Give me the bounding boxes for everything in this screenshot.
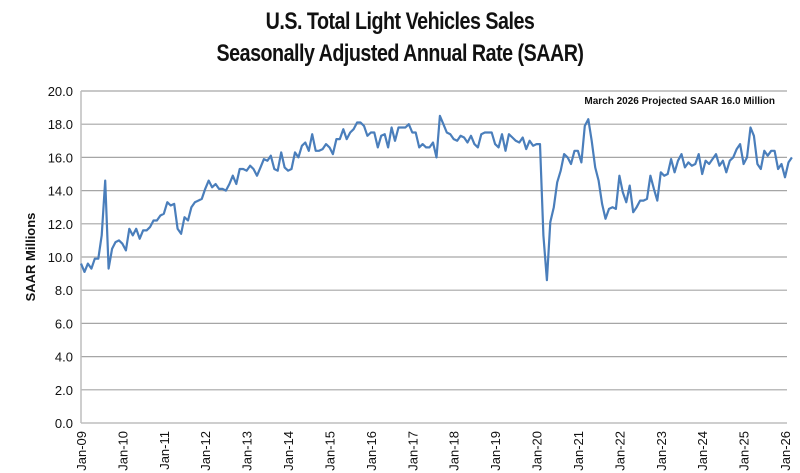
x-tick-label: Jan-16 xyxy=(364,431,379,471)
x-tick-label: Jan-23 xyxy=(654,431,669,471)
x-tick-label: Jan-19 xyxy=(488,431,503,471)
x-tick-label: Jan-10 xyxy=(115,431,130,471)
y-axis-title: SAAR Millions xyxy=(23,213,38,302)
x-tick-label: Jan-15 xyxy=(322,431,337,471)
x-tick-label: Jan-22 xyxy=(612,431,627,471)
series-group xyxy=(79,114,793,282)
x-tick-label: Jan-14 xyxy=(281,431,296,471)
chart-title-block: U.S. Total Light Vehicles Sales Seasonal… xyxy=(0,6,800,70)
y-tick-label: 12.0 xyxy=(48,217,73,232)
x-tick-label: Jan-20 xyxy=(530,431,545,471)
x-tick-label: Jan-21 xyxy=(571,431,586,471)
x-tick-label: Jan-12 xyxy=(198,431,213,471)
y-tick-label: 20.0 xyxy=(48,84,73,99)
y-tick-label: 4.0 xyxy=(55,350,73,365)
y-tick-label: 16.0 xyxy=(48,150,73,165)
x-axis-ticks: Jan-09 Jan-10 Jan-11 Jan-12 Jan-13 Jan-14 Jan-… xyxy=(74,431,793,471)
x-tick-label: Jan-09 xyxy=(74,431,89,471)
projection-annotation: March 2026 Projected SAAR 16.0 Million xyxy=(584,96,775,107)
y-axis-ticks: 0.0 2.0 4.0 6.0 8.0 10.0 12.0 14.0 16.0 18.0 20.0 xyxy=(48,84,73,431)
x-tick-label: Jan-13 xyxy=(240,431,255,471)
gridlines xyxy=(81,90,787,391)
x-tick-label: Jan-25 xyxy=(737,431,752,471)
x-tick-label: Jan-11 xyxy=(157,431,172,470)
y-tick-label: 14.0 xyxy=(48,184,73,199)
chart-title: U.S. Total Light Vehicles Sales xyxy=(265,8,535,35)
y-tick-label: 18.0 xyxy=(48,117,73,132)
x-tick-label: Jan-26 xyxy=(778,431,793,471)
x-tick-label: Jan-18 xyxy=(447,431,462,471)
y-tick-label: 8.0 xyxy=(55,283,73,298)
y-tick-label: 6.0 xyxy=(55,316,73,331)
x-tick-label: Jan-17 xyxy=(405,431,420,471)
series-line-saar xyxy=(79,114,793,282)
y-tick-label: 2.0 xyxy=(55,383,73,398)
x-tick-label: Jan-24 xyxy=(695,431,710,471)
y-tick-label: 0.0 xyxy=(55,416,73,431)
y-tick-label: 10.0 xyxy=(48,250,73,265)
chart-subtitle: Seasonally Adjusted Annual Rate (SAAR) xyxy=(216,40,584,67)
